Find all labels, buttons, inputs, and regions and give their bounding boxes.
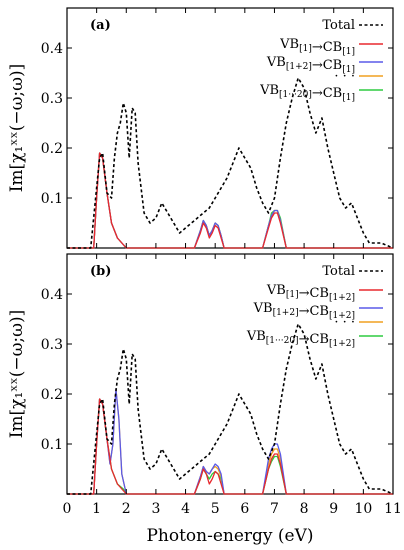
panel-b-series (67, 323, 394, 495)
panel-b-x-tick-label-1: 1 (92, 501, 101, 517)
panel-b-legend-label-4: VB[1···20]→CB[1+2] (246, 329, 355, 349)
panel-a-frame (66, 7, 394, 249)
panel-a: 0.1 0.2 0.3 0.4 (a) Im[χ₁ˣˣ(−ω;ω)] Total VB[… (7, 7, 394, 249)
panel-a-series-1 (67, 152, 393, 249)
panel-b-x-tick-label-8: 8 (300, 501, 309, 517)
panel-b-x-tick-label-5: 5 (211, 501, 220, 517)
panel-b-frame (66, 253, 394, 495)
panel-b-series-1 (67, 398, 393, 495)
panel-b-x-tick-label-11: 11 (384, 501, 402, 517)
panel-b: 0.1 0.2 0.3 0.4 0 1 2 3 4 5 6 7 8 9 10 11 (b) Im[χ₁ˣˣ(… (7, 253, 402, 546)
panel-a-y-tick-label-3: 0.4 (41, 41, 63, 57)
panel-b-series-2 (67, 388, 393, 495)
panel-a-series-0 (67, 77, 394, 249)
panel-a-legend-label-4: VB[1···20]→CB[1] (259, 83, 355, 103)
panel-b-x-tick-label-7: 7 (270, 501, 279, 517)
panel-b-x-tick-label-2: 2 (122, 501, 131, 517)
panel-b-label: (b) (90, 264, 111, 279)
x-axis-label: Photon-energy (eV) (146, 526, 313, 546)
panel-a-y-axis-label: Im[χ₁ˣˣ(−ω;ω)] (7, 64, 27, 193)
panel-b-y-axis-label: Im[χ₁ˣˣ(−ω;ω)] (7, 310, 27, 439)
panel-a-y-tick-label-2: 0.3 (41, 91, 63, 107)
panel-b-x-tick-label-9: 9 (329, 501, 338, 517)
panel-b-x-tick-label-3: 3 (151, 501, 160, 517)
panel-b-x-tick-label-10: 10 (354, 501, 372, 517)
panel-b-legend-label-2: VB[1+2]→CB[1+2] (253, 301, 355, 321)
panel-a-y-tick-label-1: 0.2 (41, 141, 63, 157)
panel-b-y-tick-label-2: 0.3 (41, 337, 63, 353)
panel-b-x-tick-label-6: 6 (240, 501, 249, 517)
panel-b-x-ticks: 0 1 2 3 4 5 6 7 8 9 10 11 (63, 254, 402, 517)
panel-b-legend: Total VB[1]→CB[1+2]VB[1+2]→CB[1+2]· · ·VB… (246, 264, 383, 349)
panel-b-legend-label-0: Total (322, 264, 355, 279)
panel-b-y-tick-label-0: 0.1 (41, 437, 63, 453)
panel-b-series-3 (67, 388, 393, 495)
panel-a-legend-label-3: · · · (334, 69, 355, 84)
panel-b-legend-label-1: VB[1]→CB[1+2] (266, 283, 355, 303)
panel-b-x-tick-label-0: 0 (63, 501, 72, 517)
panel-b-y-tick-label-3: 0.4 (41, 287, 63, 303)
panel-a-legend-label-1: VB[1]→CB[1] (279, 37, 355, 57)
panel-a-legend-label-2: VB[1+2]→CB[1] (266, 55, 355, 75)
panel-a-y-ticks: 0.1 0.2 0.3 0.4 (41, 8, 394, 248)
panel-a-legend-label-0: Total (322, 18, 355, 33)
panel-b-x-tick-label-4: 4 (181, 501, 190, 517)
panel-b-series-0 (67, 323, 394, 495)
panel-a-y-tick-label-0: 0.1 (41, 191, 63, 207)
panel-a-series (67, 77, 394, 249)
panel-b-y-tick-label-1: 0.2 (41, 387, 63, 403)
panel-a-legend: Total VB[1]→CB[1]VB[1+2]→CB[1]· · ·VB[1··… (259, 18, 383, 103)
panel-b-y-ticks: 0.1 0.2 0.3 0.4 (41, 287, 393, 453)
panel-b-legend-label-3: · · · (334, 315, 355, 330)
panel-a-label: (a) (90, 18, 111, 33)
